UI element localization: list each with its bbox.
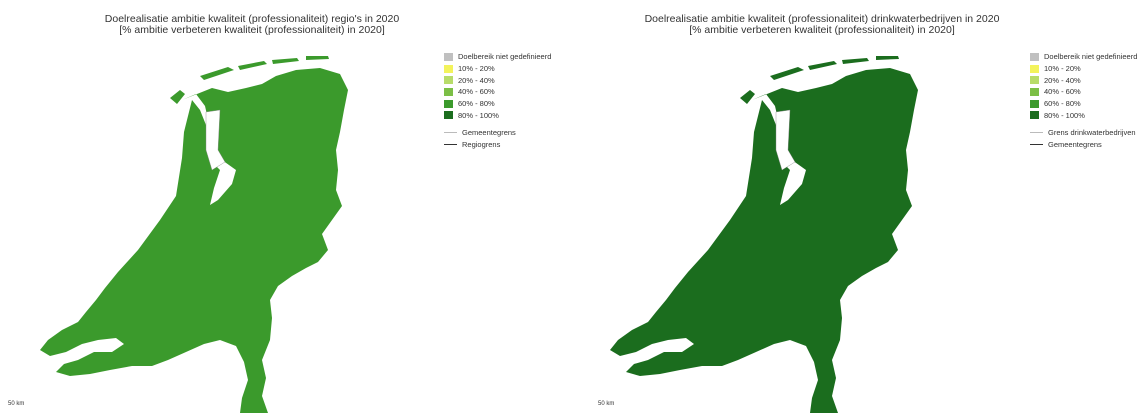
legend-line-item: Regiogrens bbox=[444, 139, 551, 151]
legend-label: 60% - 80% bbox=[1044, 99, 1081, 109]
legend-item: 20% - 40% bbox=[1030, 74, 1137, 86]
legend-item: 10% - 20% bbox=[1030, 63, 1137, 75]
legend-label: Regiogrens bbox=[462, 140, 501, 150]
netherlands-map-drinkwaterbedrijven bbox=[610, 56, 918, 413]
legend-label: 10% - 20% bbox=[458, 64, 495, 74]
legend-swatch bbox=[1030, 76, 1039, 85]
legend-item: 80% - 100% bbox=[444, 109, 551, 121]
map-land bbox=[610, 56, 918, 413]
legend-line-swatch bbox=[444, 132, 457, 134]
legend-swatch bbox=[444, 52, 453, 61]
legend-item: 60% - 80% bbox=[1030, 98, 1137, 110]
legend-label: 10% - 20% bbox=[1044, 64, 1081, 74]
legend-label: Gemeentegrens bbox=[462, 128, 516, 138]
legend-label: Doelbereik niet gedefinieerd bbox=[458, 52, 552, 62]
legend-item: 60% - 80% bbox=[444, 98, 551, 110]
legend-item: Doelbereik niet gedefinieerd bbox=[444, 51, 551, 63]
legend-label: 80% - 100% bbox=[1044, 110, 1085, 120]
legend-label: 60% - 80% bbox=[458, 99, 495, 109]
legend-line-swatch bbox=[1030, 144, 1043, 146]
legend-line-swatch bbox=[1030, 132, 1043, 134]
map-legend: Doelbereik niet gedefinieerd 10% - 20% 2… bbox=[1030, 51, 1137, 151]
legend-swatch bbox=[444, 111, 453, 120]
map-panel-drinkwaterbedrijven: Doelrealisatie ambitie kwaliteit (profes… bbox=[570, 0, 1140, 413]
legend-swatch bbox=[1030, 99, 1039, 108]
map-title-line1: Doelrealisatie ambitie kwaliteit (profes… bbox=[104, 13, 400, 25]
map-title-line2: [% ambitie verbeteren kwaliteit (profess… bbox=[119, 24, 385, 36]
legend-label: 20% - 40% bbox=[1044, 75, 1081, 85]
legend-label: 20% - 40% bbox=[458, 75, 495, 85]
legend-item: 80% - 100% bbox=[1030, 109, 1137, 121]
map-land bbox=[40, 56, 348, 413]
legend-swatch bbox=[444, 64, 453, 73]
scale-label: 50 km bbox=[8, 401, 25, 407]
map-title: Doelrealisatie ambitie kwaliteit (profes… bbox=[0, 14, 537, 36]
scale-label: 50 km bbox=[598, 401, 615, 407]
legend-swatch bbox=[1030, 52, 1039, 61]
legend-swatch bbox=[444, 76, 453, 85]
legend-line-swatch bbox=[444, 144, 457, 146]
legend-label: 40% - 60% bbox=[1044, 87, 1081, 97]
legend-item: 40% - 60% bbox=[1030, 86, 1137, 98]
map-title: Doelrealisatie ambitie kwaliteit (profes… bbox=[537, 14, 1107, 36]
legend-swatch bbox=[444, 99, 453, 108]
legend-line-item: Grens drinkwaterbedrijven bbox=[1030, 127, 1137, 139]
legend-label: Gemeentegrens bbox=[1048, 140, 1102, 150]
legend-swatch bbox=[1030, 64, 1039, 73]
map-legend: Doelbereik niet gedefinieerd 10% - 20% 2… bbox=[444, 51, 551, 151]
legend-line-item: Gemeentegrens bbox=[1030, 139, 1137, 151]
netherlands-map-regions bbox=[40, 56, 348, 413]
legend-swatch bbox=[1030, 87, 1039, 96]
legend-swatch bbox=[1030, 111, 1039, 120]
legend-item: 40% - 60% bbox=[444, 86, 551, 98]
legend-label: 80% - 100% bbox=[458, 110, 499, 120]
map-title-line2: [% ambitie verbeteren kwaliteit (profess… bbox=[689, 24, 955, 36]
legend-item: Doelbereik niet gedefinieerd bbox=[1030, 51, 1137, 63]
legend-label: Doelbereik niet gedefinieerd bbox=[1044, 52, 1138, 62]
legend-item: 20% - 40% bbox=[444, 74, 551, 86]
legend-swatch bbox=[444, 87, 453, 96]
legend-label: 40% - 60% bbox=[458, 87, 495, 97]
map-panel-regions: Doelrealisatie ambitie kwaliteit (profes… bbox=[0, 14, 551, 413]
map-title-line1: Doelrealisatie ambitie kwaliteit (profes… bbox=[644, 13, 1000, 25]
legend-line-item: Gemeentegrens bbox=[444, 127, 551, 139]
legend-item: 10% - 20% bbox=[444, 63, 551, 75]
legend-label: Grens drinkwaterbedrijven bbox=[1048, 128, 1136, 138]
